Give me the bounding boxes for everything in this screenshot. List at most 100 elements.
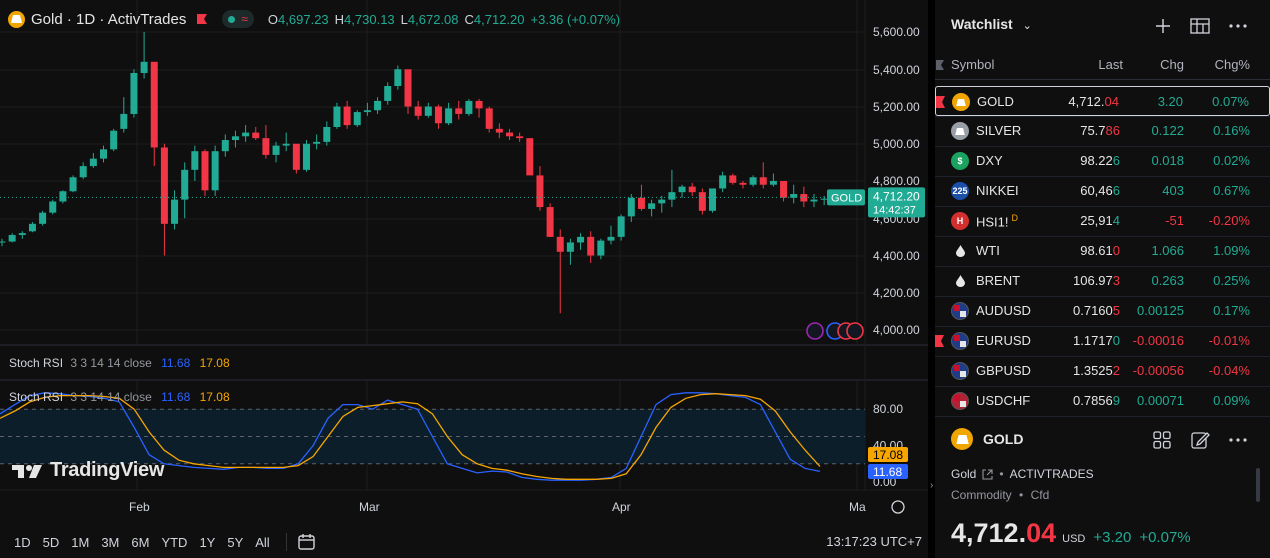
timeframe-ytd[interactable]: YTD xyxy=(161,534,188,550)
chart-panel[interactable]: 5,600.00 5,400.00 5,200.00 5,000.00 4,800.00… xyxy=(0,0,928,558)
watchlist-row-audusd[interactable]: AUDUSD 0.71605 0.00125 0.17% xyxy=(935,296,1270,326)
candle-body xyxy=(790,194,798,198)
timeframe-5y[interactable]: 5Y xyxy=(227,534,244,550)
symbol-title[interactable]: Gold · 1D · ActivTrades xyxy=(31,10,187,28)
candle-body xyxy=(506,132,513,137)
col-chgp[interactable]: Chg% xyxy=(1214,57,1250,72)
edit-note-icon[interactable] xyxy=(1190,430,1210,450)
candle-body xyxy=(150,61,158,148)
indicator-value-blue: 11.68 xyxy=(161,356,191,370)
col-last[interactable]: Last xyxy=(1098,57,1123,72)
watchlist-title[interactable]: Watchlist ⌄ xyxy=(951,16,1032,32)
watchlist-row-wti[interactable]: WTI 98.610 1.066 1.09% xyxy=(935,236,1270,266)
candle-body xyxy=(729,175,737,183)
candle-body xyxy=(516,136,524,139)
details-category: Commodity xyxy=(951,488,1012,502)
timeframe-1d[interactable]: 1D xyxy=(14,534,31,550)
candle-body xyxy=(546,207,554,237)
timeframe-5d[interactable]: 5D xyxy=(42,534,60,550)
candle-body xyxy=(292,143,300,170)
add-symbol-icon[interactable] xyxy=(1155,18,1171,34)
usd-flag-icon xyxy=(951,392,969,410)
collapse-arrow-icon[interactable]: › xyxy=(930,480,934,491)
date-range-icon[interactable] xyxy=(297,533,317,551)
watchlist-row-dxy[interactable]: $ DXY 98.226 0.018 0.02% xyxy=(935,146,1270,176)
candle-body xyxy=(577,236,585,243)
indicator-legend-collapsed[interactable]: Stoch RSI 3 3 14 14 close 11.68 17.08 xyxy=(9,356,230,370)
details-name[interactable]: Gold xyxy=(951,467,977,481)
watchlist-row-gold[interactable]: GOLD 4,712.04 3.20 0.07% xyxy=(935,86,1270,116)
candle-body xyxy=(221,140,229,152)
row-chgp: 0.16% xyxy=(1213,123,1250,138)
symbol-superscript: D xyxy=(1011,213,1019,223)
grid-layout-icon[interactable] xyxy=(1153,431,1171,449)
flag-column-icon[interactable] xyxy=(936,60,944,70)
lightning-event-icon[interactable] xyxy=(806,322,824,340)
watchlist-row-eurusd[interactable]: EURUSD 1.17170 -0.00016 -0.01% xyxy=(935,326,1270,356)
watchlist-row-brent[interactable]: BRENT 106.973 0.263 0.25% xyxy=(935,266,1270,296)
chart-canvas[interactable]: 5,600.00 5,400.00 5,200.00 5,000.00 4,800.00… xyxy=(0,0,928,558)
candle-body xyxy=(18,233,26,236)
candle-body xyxy=(191,151,199,170)
divider xyxy=(935,416,1270,417)
timeframe-6m[interactable]: 6M xyxy=(131,534,150,550)
timeframe-1y[interactable]: 1Y xyxy=(199,534,216,550)
col-chg[interactable]: Chg xyxy=(1160,57,1184,72)
tv-logo-icon xyxy=(12,464,42,478)
advanced-view-icon[interactable] xyxy=(1190,17,1210,35)
watchlist-row-gbpusd[interactable]: GBPUSD 1.35252 -0.00056 -0.04% xyxy=(935,356,1270,386)
candle-body xyxy=(140,61,148,73)
indicator-name: Stoch RSI xyxy=(9,356,64,370)
settings-gear-icon[interactable] xyxy=(891,500,905,514)
flag-icon[interactable] xyxy=(196,13,208,25)
details-price-line: 4,712. 04 USD +3.20 +0.07% xyxy=(951,518,1191,549)
watchlist-row-silver[interactable]: SILVER 75.786 0.122 0.16% xyxy=(935,116,1270,146)
divider xyxy=(935,266,1270,267)
candle-body xyxy=(780,181,788,198)
candle-body xyxy=(617,216,625,237)
watchlist-row-hsi1[interactable]: H HSI1! D 25,914 -51 -0.20% xyxy=(935,206,1270,236)
market-status-pill[interactable]: ≈ xyxy=(222,10,254,28)
details-exchange[interactable]: ACTIVTRADES xyxy=(1009,467,1094,481)
indicator-legend[interactable]: Stoch RSI 3 3 14 14 close 11.68 17.08 xyxy=(9,390,230,404)
open-label: O xyxy=(267,11,279,27)
watchlist-header: Symbol Last Chg Chg% xyxy=(935,57,1270,75)
timeframe-all[interactable]: All xyxy=(255,534,270,550)
details-currency: USD xyxy=(1062,533,1086,545)
watchlist-row-nikkei[interactable]: 225 NIKKEI 60,466 403 0.67% xyxy=(935,176,1270,206)
details-price: 4,712. xyxy=(951,518,1027,548)
clock-label[interactable]: 13:17:23 UTC+7 xyxy=(826,534,922,549)
more-options-icon[interactable] xyxy=(1229,438,1247,442)
panel-divider[interactable] xyxy=(928,0,935,558)
scrollbar[interactable] xyxy=(1256,468,1260,502)
col-symbol[interactable]: Symbol xyxy=(951,57,995,72)
row-chgp: -0.01% xyxy=(1208,333,1250,348)
details-price-tail: 04 xyxy=(1026,518,1057,548)
candle-body xyxy=(810,199,818,202)
symbol-tag-box[interactable] xyxy=(827,189,865,206)
external-link-icon[interactable] xyxy=(982,468,993,480)
right-sidebar: Watchlist ⌄ Symbol Last Chg Chg% GOLD 4,7… xyxy=(935,0,1270,558)
divider xyxy=(935,386,1270,387)
watchlist-row-usdchf[interactable]: USDCHF 0.78569 0.00071 0.09% xyxy=(935,386,1270,416)
candle-body xyxy=(363,110,371,113)
candle-body xyxy=(353,112,361,126)
candle-body xyxy=(698,192,706,211)
flag-icon[interactable] xyxy=(935,335,944,347)
more-options-icon[interactable] xyxy=(1229,24,1247,28)
current-price-label: 4,712.20 xyxy=(873,189,920,203)
gold-icon xyxy=(8,10,25,28)
candle-body xyxy=(414,106,422,116)
timeframe-1m[interactable]: 1M xyxy=(71,534,90,550)
candle-body xyxy=(89,158,97,167)
candle-body xyxy=(495,128,503,133)
oil-drop-icon xyxy=(951,242,969,260)
candle-body xyxy=(709,188,716,211)
timeframe-3m[interactable]: 3M xyxy=(101,534,120,550)
us-flag-event-icon[interactable] xyxy=(846,322,864,340)
details-symbol[interactable]: GOLD xyxy=(983,431,1024,447)
candle-body xyxy=(313,141,321,144)
candle-body xyxy=(424,106,432,116)
flag-icon[interactable] xyxy=(936,96,945,108)
